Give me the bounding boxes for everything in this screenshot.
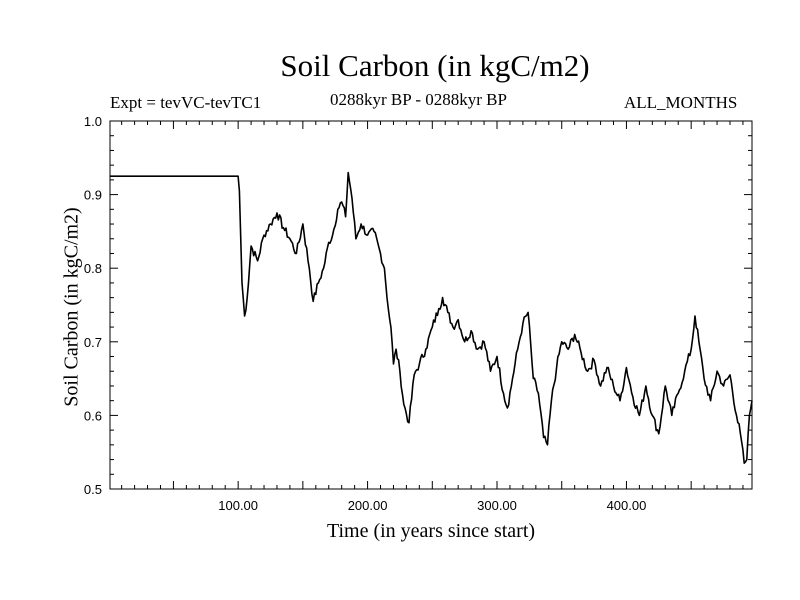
axis-tick-labels: 0.5 0.6 0.7 0.8 0.9 1.0 100.00 200.00 300.00 400.… (84, 114, 646, 513)
y-tick-label: 0.9 (84, 188, 102, 203)
x-tick-label: 300.00 (477, 498, 517, 513)
period-label: 0288kyr BP - 0288kyr BP (330, 90, 507, 109)
series-line (110, 171, 753, 465)
months-label: ALL_MONTHS (624, 93, 738, 112)
y-tick-label: 0.6 (84, 408, 102, 423)
x-tick-label: 400.00 (607, 498, 647, 513)
x-axis-label: Time (in years since start) (326, 520, 536, 542)
x-tick-label: 200.00 (348, 498, 388, 513)
y-tick-label: 0.8 (84, 261, 102, 276)
chart-title: Soil Carbon (in kgC/m2) (280, 48, 590, 83)
y-tick-label: 0.7 (84, 335, 102, 350)
experiment-label: Expt = tevVC-tevTC1 (110, 93, 262, 112)
y-tick-label: 0.5 (84, 482, 102, 497)
plot-frame (109, 120, 753, 490)
x-tick-label: 100.00 (218, 498, 258, 513)
data-series (110, 171, 753, 465)
y-tick-label: 1.0 (84, 114, 102, 129)
